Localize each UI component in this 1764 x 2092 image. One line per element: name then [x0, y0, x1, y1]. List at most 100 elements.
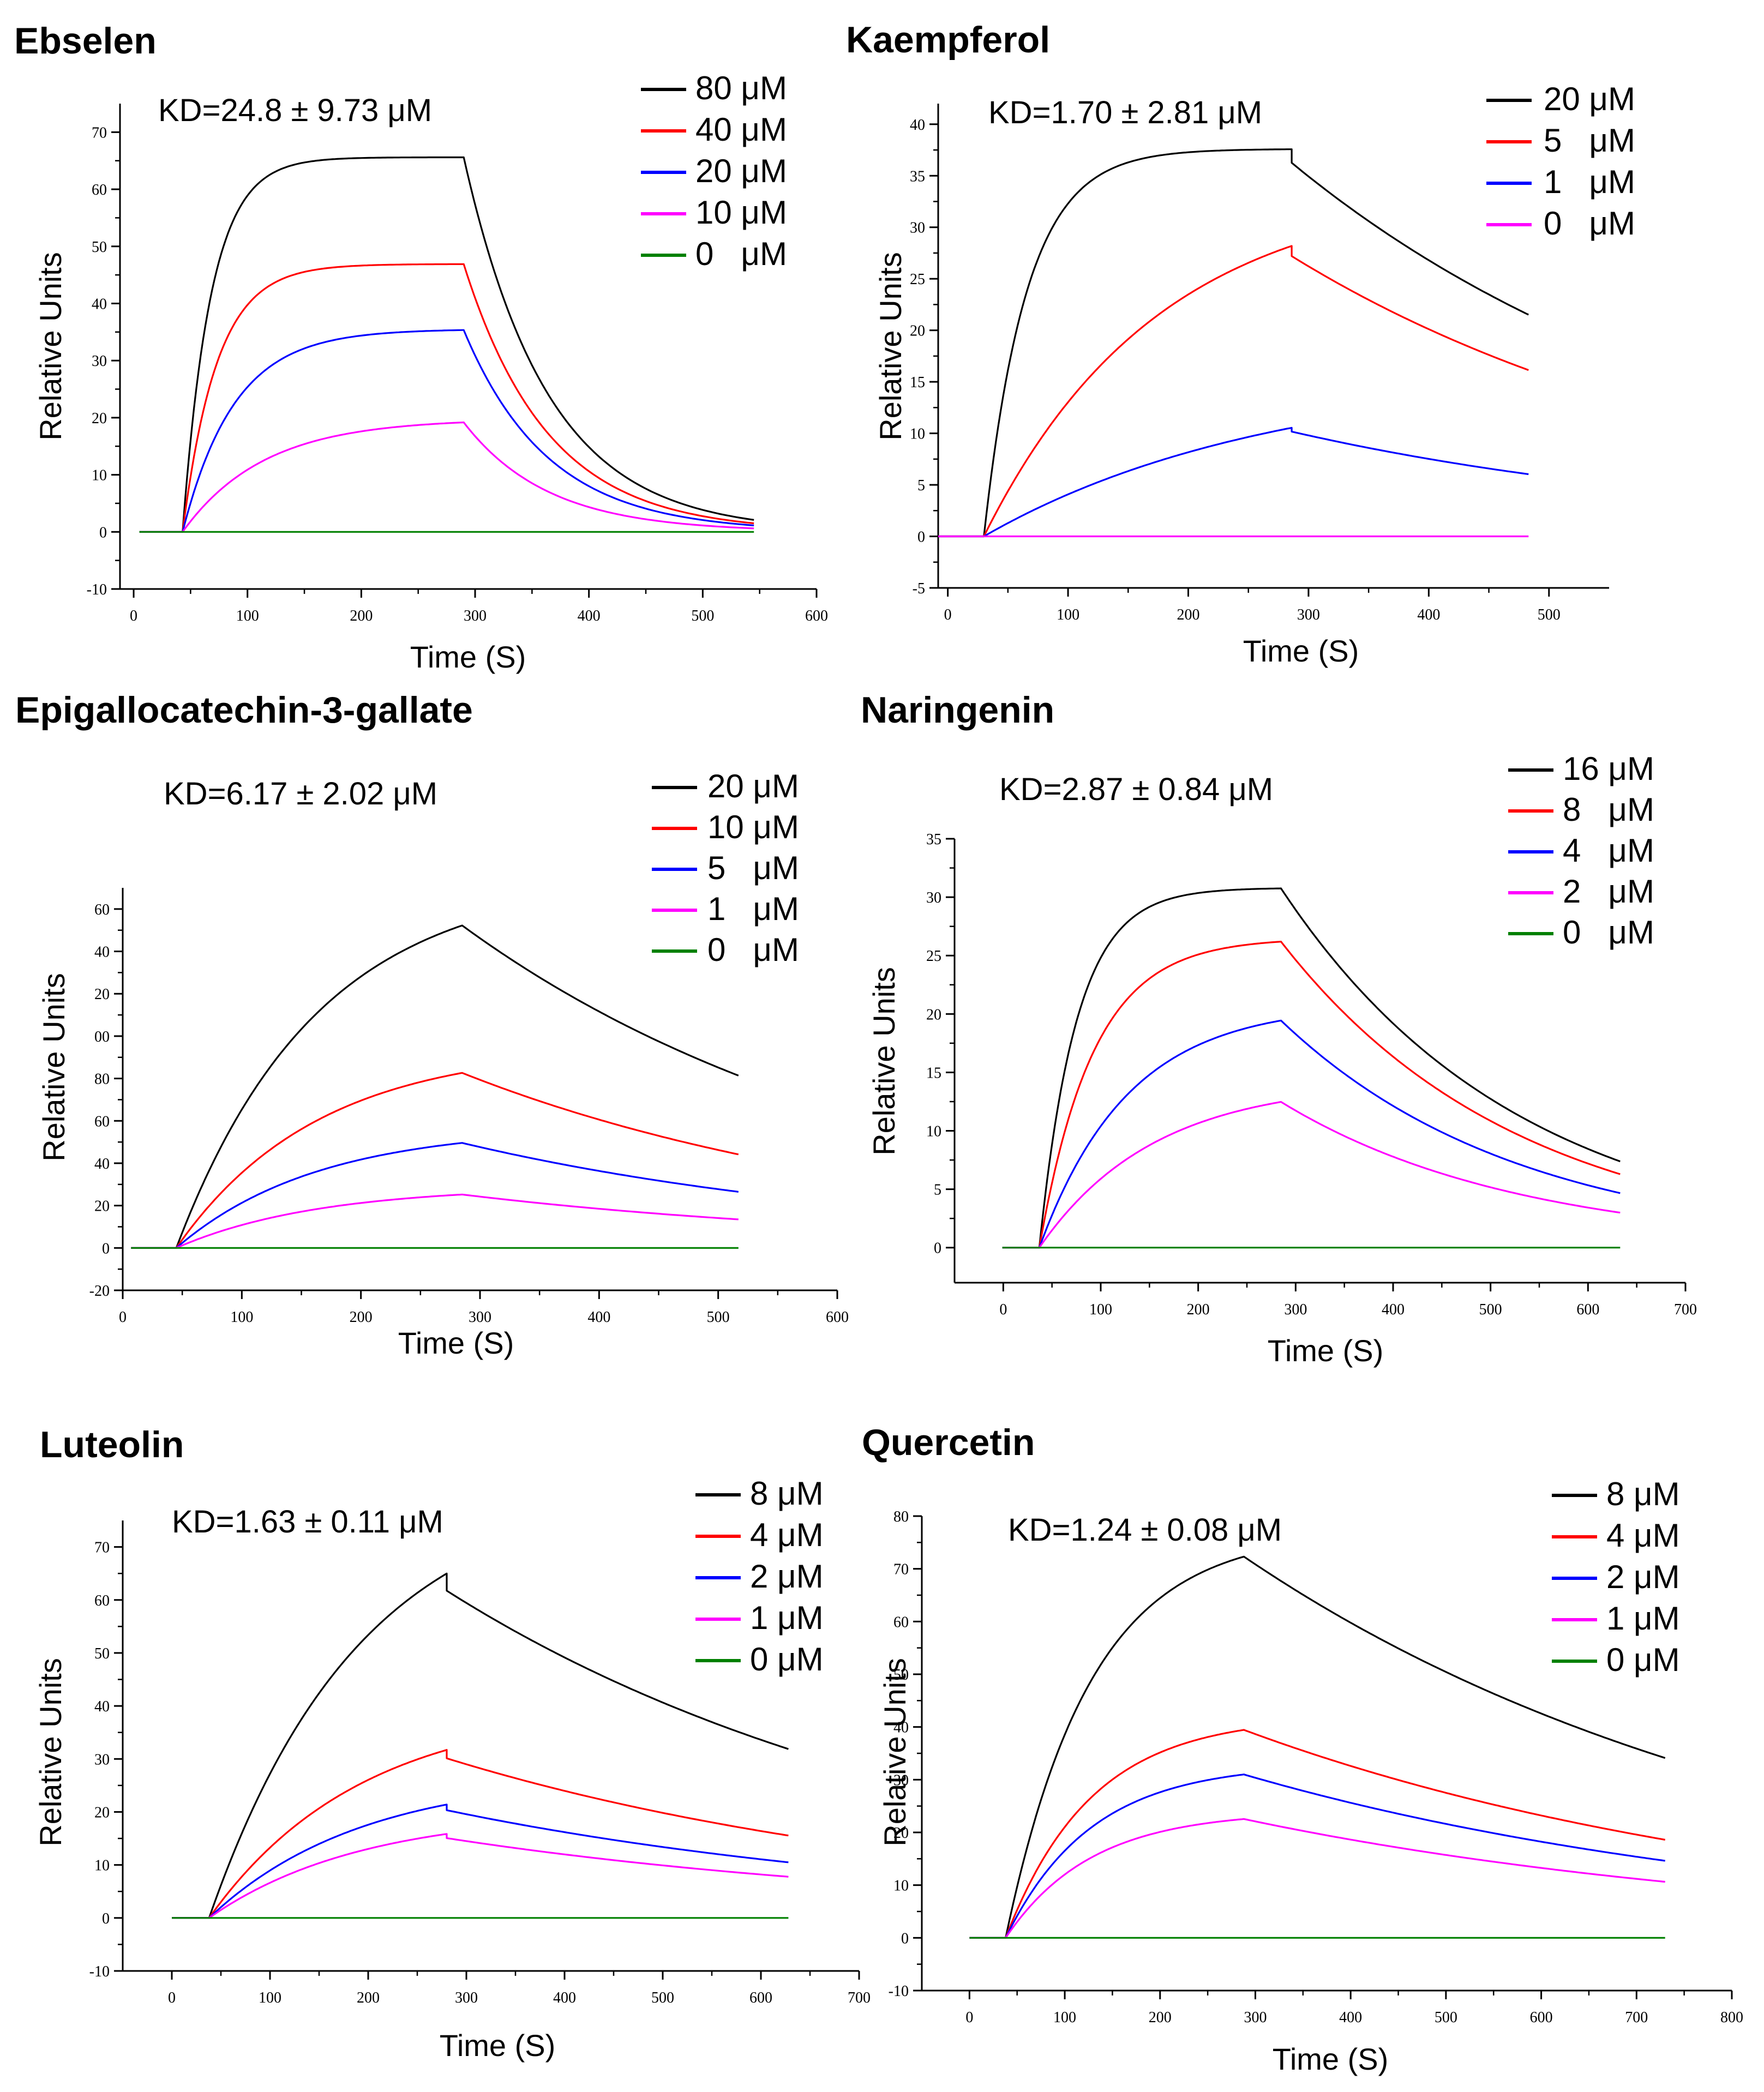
y-tick-label: 20	[893, 1825, 909, 1842]
legend-label: 0 μM	[707, 931, 799, 968]
y-tick-label: 0	[102, 1240, 110, 1257]
legend-label: 20 μM	[1544, 81, 1635, 117]
x-axis-label: Time (S)	[398, 1326, 514, 1360]
x-tick-label: 600	[805, 608, 828, 624]
x-tick-label: 500	[1538, 606, 1561, 623]
y-axis-label: Relative Units	[33, 1658, 68, 1846]
legend-label: 20 μM	[707, 768, 799, 804]
y-tick-label: 30	[92, 353, 107, 370]
y-tick-label: 80	[893, 1508, 909, 1525]
x-tick-label: 600	[1576, 1301, 1599, 1318]
legend-label: 2 μM	[1606, 1559, 1680, 1595]
y-tick-label: 50	[893, 1667, 909, 1684]
y-tick-label: 70	[94, 1540, 110, 1556]
y-tick-label: -10	[89, 1963, 110, 1980]
y-tick-label: 50	[94, 1645, 110, 1662]
y-axis-label: Relative Units	[37, 973, 71, 1161]
legend-label: 1 μM	[707, 891, 799, 927]
chart-panel-epigallocatechin-3-gallate: Epigallocatechin-3-gallate KD=6.17 ± 2.02…	[15, 689, 849, 1360]
legend-label: 4 μM	[1563, 832, 1654, 869]
x-tick-label: 300	[464, 608, 487, 624]
y-tick-label: 20	[94, 1804, 110, 1821]
series-line-1	[172, 1749, 789, 1919]
y-tick-label: -10	[889, 1983, 909, 2000]
x-tick-label: 500	[707, 1309, 730, 1326]
series-line-0	[938, 148, 1529, 538]
y-axis-label: Relative Units	[873, 252, 908, 440]
x-tick-label: 200	[1177, 606, 1199, 623]
x-tick-label: 700	[848, 1989, 871, 2006]
x-tick-label: 100	[230, 1309, 253, 1326]
panel-title: Ebselen	[14, 20, 157, 62]
y-tick-label: 15	[926, 1065, 941, 1081]
y-tick-label: 35	[910, 168, 925, 185]
x-tick-label: 600	[1530, 2009, 1553, 2026]
panel-title: Epigallocatechin-3-gallate	[15, 689, 473, 731]
x-tick-label: 800	[1720, 2009, 1743, 2026]
series-line-1	[131, 1072, 739, 1249]
legend-label: 1 μM	[1606, 1600, 1680, 1637]
series-line-3	[131, 1193, 739, 1249]
x-tick-label: 500	[651, 1989, 674, 2006]
series-line-2	[172, 1804, 789, 1919]
y-tick-label: 30	[926, 889, 941, 906]
legend-label: 1 μM	[1544, 164, 1635, 200]
x-tick-label: 0	[168, 1989, 176, 2006]
y-tick-label: 10	[926, 1123, 941, 1140]
x-tick-label: 0	[965, 2009, 973, 2026]
y-axis-label: Relative Units	[33, 252, 68, 440]
x-tick-label: 400	[1339, 2009, 1362, 2026]
y-tick-label: 0	[917, 529, 925, 546]
x-axis-label: Time (S)	[410, 640, 526, 674]
legend-label: 10 μM	[695, 194, 787, 231]
y-tick-label: 15	[910, 374, 925, 391]
series-line-2	[969, 1774, 1665, 1939]
panel-title: Kaempferol	[846, 19, 1050, 61]
series-line-3	[969, 1818, 1665, 1939]
y-tick-label: 30	[94, 1751, 110, 1768]
legend-label: 40 μM	[695, 111, 787, 148]
x-tick-label: 100	[236, 608, 259, 624]
series-line-2	[131, 1142, 739, 1249]
y-tick-label: 35	[926, 831, 941, 848]
y-tick-label: 0	[99, 524, 107, 541]
y-tick-label: 10	[910, 426, 925, 443]
legend-label: 4 μM	[750, 1517, 824, 1553]
panel-title: Luteolin	[40, 1424, 184, 1465]
legend-label: 16 μM	[1563, 750, 1654, 787]
series-line-0	[969, 1555, 1666, 1939]
legend-label: 0 μM	[750, 1641, 824, 1678]
y-tick-label: 10	[893, 1878, 909, 1895]
kd-annotation: KD=6.17 ± 2.02 μM	[164, 776, 437, 811]
x-tick-label: 200	[1187, 1301, 1210, 1318]
legend-label: 80 μM	[695, 70, 787, 106]
legend-label: 0 μM	[1606, 1642, 1680, 1678]
x-tick-label: 100	[1089, 1301, 1112, 1318]
y-tick-label: 0	[102, 1910, 110, 1927]
panel-title: Naringenin	[861, 689, 1054, 731]
legend-label: 0 μM	[1544, 205, 1635, 242]
x-axis-label: Time (S)	[1273, 2042, 1389, 2076]
y-tick-label: 25	[910, 271, 925, 288]
y-tick-label: 20	[94, 1198, 110, 1215]
x-tick-label: 300	[1244, 2009, 1267, 2026]
legend-label: 0 μM	[695, 236, 787, 272]
y-tick-label: 0	[901, 1930, 909, 1947]
series-line-1	[969, 1729, 1665, 1939]
x-tick-label: 600	[749, 1989, 772, 2006]
x-tick-label: 500	[691, 608, 714, 624]
y-axis-label: Relative Units	[878, 1658, 912, 1846]
y-tick-label: 50	[92, 239, 107, 256]
x-tick-label: 200	[357, 1989, 380, 2006]
y-tick-label: 5	[934, 1182, 941, 1199]
series-line-1	[938, 245, 1529, 538]
legend-label: 1 μM	[750, 1600, 824, 1636]
chart-panel-luteolin: Luteolin KD=1.63 ± 0.11 μM Time (S) Relativ…	[33, 1424, 871, 2063]
y-tick-label: 25	[926, 948, 941, 965]
y-tick-label: 30	[893, 1772, 909, 1789]
y-tick-label: 30	[910, 220, 925, 237]
y-tick-label: 20	[92, 410, 107, 427]
chart-panel-quercetin: Quercetin KD=1.24 ± 0.08 μM Time (S) Relati…	[862, 1422, 1743, 2076]
y-tick-label: 40	[910, 117, 925, 134]
y-tick-label: 10	[94, 1857, 110, 1874]
